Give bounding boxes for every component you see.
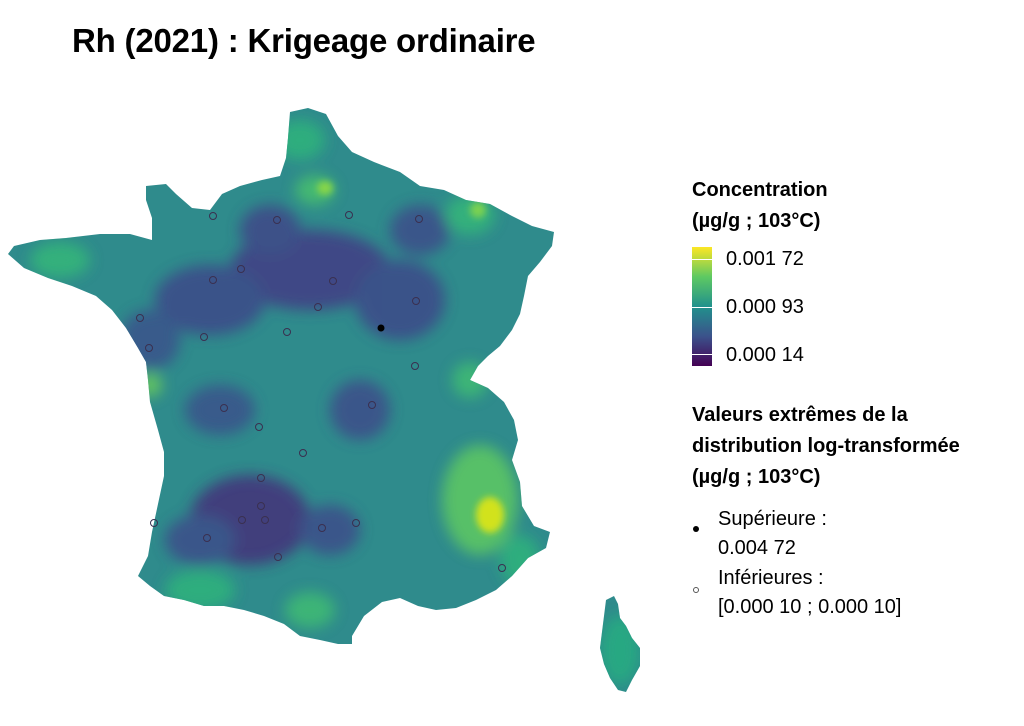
lower-extreme-point: [238, 516, 246, 524]
lower-extreme-point: [368, 401, 376, 409]
lower-extreme-point: [209, 212, 217, 220]
lower-extreme-point: [498, 564, 506, 572]
colorbar-tick: [692, 259, 712, 260]
lower-extreme-point: [200, 333, 208, 341]
lower-extreme-point: [415, 215, 423, 223]
concentration-legend-title: Concentration (µg/g ; 103°C): [692, 179, 828, 232]
lower-extreme-point: [220, 404, 228, 412]
extremes-legend-title: Valeurs extrêmes de la distribution log-…: [692, 404, 960, 488]
lower-extreme-point: [203, 534, 211, 542]
upper-extreme-symbol: [693, 526, 699, 532]
lower-extreme-point: [257, 474, 265, 482]
lower-extreme-symbol: [693, 587, 699, 593]
lower-extreme-point: [314, 303, 322, 311]
lower-extreme-point: [209, 276, 217, 284]
lower-extreme-points: [136, 211, 506, 572]
colorbar-max-label: 0.001 72: [726, 248, 804, 270]
lower-extreme-point: [283, 328, 291, 336]
lower-extreme-point: [273, 216, 281, 224]
lower-extreme-point: [411, 362, 419, 370]
france-kriging-map: [8, 108, 640, 692]
map-title: Rh (2021) : Krigeage ordinaire: [72, 22, 536, 59]
colorbar-tick: [692, 354, 712, 355]
lower-extreme-point: [412, 297, 420, 305]
lower-extreme-point: [261, 516, 269, 524]
lower-extreme-point: [318, 524, 326, 532]
lower-extreme-label: Inférieures : [0.000 10 ; 0.000 10]: [718, 567, 902, 618]
upper-extreme-label: Supérieure : 0.004 72: [718, 508, 827, 559]
lower-extreme-point: [274, 553, 282, 561]
lower-extreme-point: [299, 449, 307, 457]
colorbar: [692, 247, 712, 366]
lower-extreme-point: [257, 502, 265, 510]
upper-extreme-point: [377, 324, 385, 332]
lower-extreme-point: [145, 344, 153, 352]
lower-extreme-point: [136, 314, 144, 322]
lower-extreme-point: [352, 519, 360, 527]
colorbar-tick: [692, 307, 712, 308]
lower-extreme-point: [237, 265, 245, 273]
colorbar-min-label: 0.000 14: [726, 344, 804, 366]
lower-extreme-point: [345, 211, 353, 219]
lower-extreme-point: [329, 277, 337, 285]
lower-extreme-point: [150, 519, 158, 527]
colorbar-mid-label: 0.000 93: [726, 296, 804, 318]
lower-extreme-point: [255, 423, 263, 431]
